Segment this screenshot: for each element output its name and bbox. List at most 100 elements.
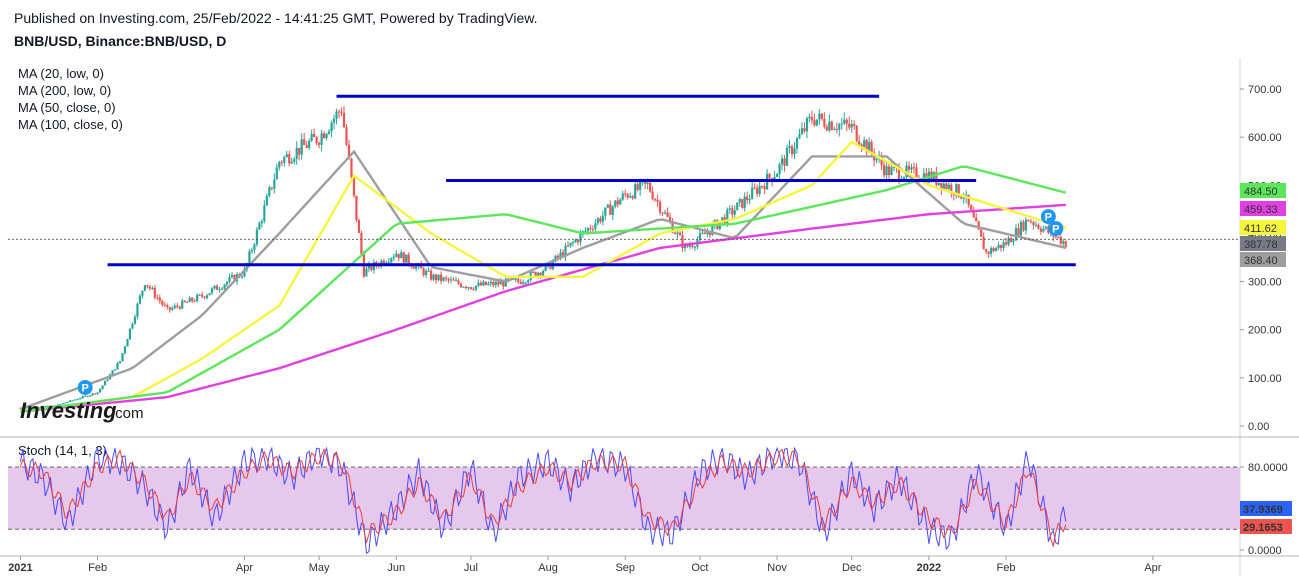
candle-body — [532, 271, 535, 273]
candle-body — [492, 281, 495, 286]
candle-body — [322, 133, 326, 138]
candle-body — [288, 154, 291, 164]
candle-body — [761, 186, 764, 188]
candle-body — [654, 199, 657, 201]
published-note: Published on Investing.com, 25/Feb/2022 … — [14, 10, 538, 26]
candle-body — [798, 134, 801, 139]
candle-body — [566, 245, 570, 247]
candle-body — [392, 256, 395, 259]
candle-body — [910, 167, 913, 170]
candle-body — [579, 233, 582, 243]
candle-body — [477, 282, 480, 286]
candle-body — [340, 112, 343, 114]
ma-line-1[interactable] — [20, 203, 1066, 413]
candle-body — [41, 406, 44, 408]
candle-body — [123, 346, 127, 354]
candles — [19, 106, 1067, 409]
ma-200-legend[interactable]: MA (200, low, 0) — [18, 83, 112, 98]
candle-body — [34, 406, 37, 408]
ma-line-2[interactable] — [20, 140, 1067, 413]
ma-100-legend[interactable]: MA (100, close, 0) — [18, 117, 123, 132]
stoch-line-%D[interactable] — [19, 448, 1067, 548]
candle-body — [601, 215, 604, 222]
ma-50-legend[interactable]: MA (50, close, 0) — [18, 100, 116, 115]
candle-body — [434, 274, 438, 281]
p-marker-0[interactable] — [77, 379, 93, 395]
candle-body — [972, 210, 975, 218]
candle-body — [994, 247, 998, 252]
candle-body — [833, 128, 836, 130]
candle-body — [589, 228, 592, 230]
p-marker-2[interactable] — [1048, 221, 1064, 237]
candle-body — [283, 157, 286, 163]
candle-body — [651, 191, 654, 200]
candle-body — [970, 205, 973, 211]
candle-body — [514, 278, 517, 280]
candle-body — [756, 187, 759, 194]
candle-body — [206, 295, 209, 298]
candle-body — [86, 395, 89, 397]
candle-body — [133, 316, 137, 324]
candle-body — [1004, 242, 1008, 245]
candle-body — [126, 339, 129, 347]
candle-body — [865, 140, 868, 153]
candle-body — [868, 142, 871, 153]
ma-line-3[interactable] — [20, 165, 1067, 413]
candle-body — [136, 303, 139, 317]
candle-body — [474, 285, 478, 290]
candle-body — [828, 121, 831, 131]
candle-body — [308, 140, 311, 148]
candle-body — [203, 296, 206, 298]
candle-body — [850, 123, 853, 128]
candle-body — [768, 173, 771, 179]
candle-body — [233, 275, 236, 282]
candle-body — [128, 328, 132, 340]
candle-body — [447, 278, 450, 281]
y-tick-label-3: 300.00 — [1248, 277, 1282, 289]
candle-body — [835, 128, 838, 130]
stoch-legend[interactable]: Stoch (14, 1, 3) — [18, 443, 107, 458]
candle-body — [982, 236, 985, 250]
stoch-tick-label-0: 0.0000 — [1248, 545, 1282, 557]
candle-body — [310, 133, 313, 141]
price-badge-1 — [1240, 201, 1286, 216]
y-tick-label-7: 700.00 — [1248, 84, 1282, 96]
candle-body — [698, 233, 702, 241]
candle-body — [444, 277, 448, 279]
candle-body — [1039, 228, 1042, 232]
stoch-tick-label-1: 80.0000 — [1248, 462, 1288, 474]
candle-body — [561, 252, 565, 257]
symbol-title: BNB/USD, Binance:BNB/USD, D — [14, 33, 227, 49]
ma-20-legend[interactable]: MA (20, low, 0) — [18, 66, 104, 81]
candle-body — [61, 403, 64, 405]
candle-body — [459, 283, 463, 287]
candle-body — [885, 166, 888, 176]
candle-body — [293, 158, 296, 162]
candle-body — [586, 228, 590, 232]
x-tick-label-1: Feb — [88, 562, 107, 574]
p-marker-1[interactable] — [1040, 209, 1056, 225]
candle-body — [66, 401, 69, 403]
candle-body — [342, 112, 346, 128]
candle-body — [452, 279, 455, 281]
candle-body — [407, 254, 410, 264]
candle-body — [624, 193, 627, 195]
candle-body — [49, 405, 52, 407]
candle-body — [298, 147, 301, 155]
candle-body — [544, 264, 547, 271]
candle-body — [208, 293, 211, 296]
candle-body — [743, 196, 746, 208]
logo-suffix: .com — [111, 405, 144, 422]
candle-body — [397, 253, 400, 259]
candle-body — [793, 148, 796, 155]
candle-body — [462, 286, 465, 288]
candle-body — [701, 232, 704, 234]
candle-body — [882, 164, 886, 176]
candle-body — [626, 194, 629, 198]
candle-body — [935, 172, 938, 185]
candle-body — [442, 277, 445, 281]
candle-body — [196, 294, 199, 302]
candle-body — [863, 140, 866, 147]
candle-body — [967, 194, 970, 206]
